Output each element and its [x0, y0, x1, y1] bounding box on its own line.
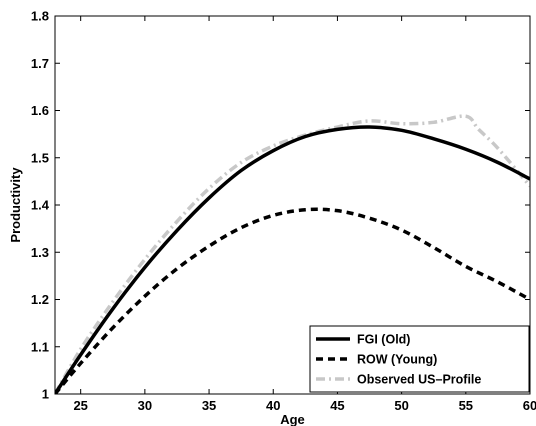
y-tick-label: 1.5: [31, 150, 49, 165]
x-tick-label: 45: [330, 398, 344, 413]
y-tick-label: 1.6: [31, 103, 49, 118]
x-tick-label: 60: [523, 398, 536, 413]
legend-label-0: FGI (Old): [357, 333, 410, 347]
x-tick-label: 40: [266, 398, 280, 413]
x-tick-label: 35: [202, 398, 216, 413]
y-tick-label: 1.8: [31, 9, 49, 24]
plot-layer: [55, 114, 530, 394]
legend: FGI (Old) ROW (Young) Observed US–Profile: [309, 325, 530, 393]
x-tick-label: 50: [394, 398, 408, 413]
y-tick-label: 1.7: [31, 56, 49, 71]
y-tick-label: 1.1: [31, 339, 49, 354]
series-line-1: [55, 207, 530, 394]
y-tick-label: 1.2: [31, 292, 49, 307]
x-tick-label: 25: [73, 398, 87, 413]
x-tick-label: 55: [459, 398, 473, 413]
series-line-0: [55, 125, 530, 394]
legend-label-1: ROW (Young): [357, 353, 437, 367]
x-axis-label: Age: [280, 412, 305, 426]
legend-label-2: Observed US–Profile: [357, 373, 481, 387]
y-tick-label: 1.4: [31, 198, 50, 213]
y-tick-label: 1: [42, 387, 49, 402]
x-tick-label: 30: [138, 398, 152, 413]
y-axis-label: Productivity: [8, 167, 23, 243]
y-tick-label: 1.3: [31, 245, 49, 260]
